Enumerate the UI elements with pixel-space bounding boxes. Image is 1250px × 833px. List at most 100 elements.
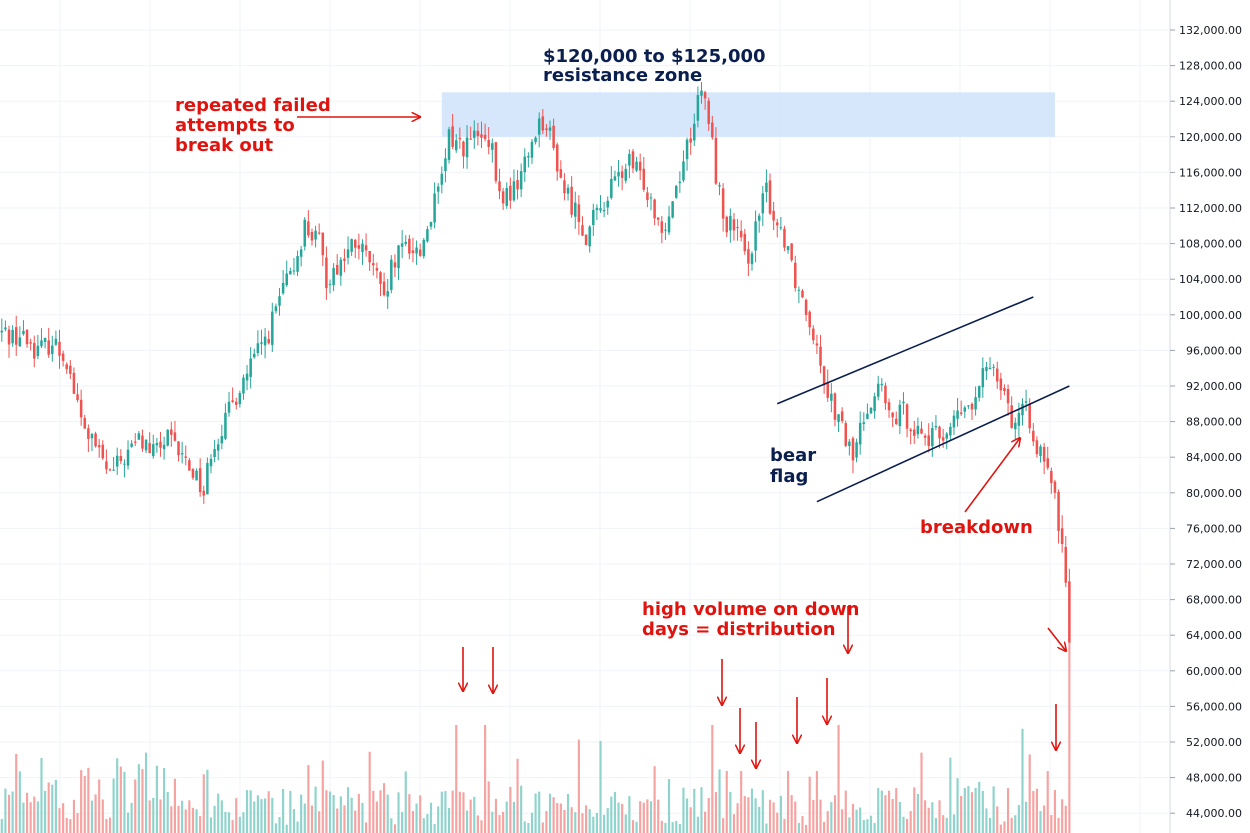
resistance-title: $120,000 to $125,000 [543, 46, 766, 67]
volume-bar [877, 788, 880, 833]
candle-body [40, 340, 43, 347]
candle-body [245, 373, 249, 381]
candle-body [105, 461, 108, 470]
candle-body [584, 234, 588, 245]
candle-body [812, 328, 815, 341]
volume-bar [740, 771, 743, 833]
volume-bar [952, 814, 956, 833]
candle-body [635, 161, 638, 171]
volume-bar [15, 753, 18, 833]
candle-body [314, 230, 317, 240]
volume-bar [1017, 805, 1020, 833]
volume-bar [54, 779, 57, 833]
volume-bar [931, 802, 934, 833]
candle-body [667, 216, 671, 233]
candle-body [83, 417, 87, 429]
candle-body [927, 435, 930, 447]
price-axis: 132,000.00 128,000.00 124,000.00 120,000.00… [1170, 24, 1242, 820]
volume-bar [332, 794, 335, 833]
volume-bar [985, 808, 988, 833]
candle-body [638, 161, 642, 171]
candle-body [310, 232, 314, 241]
volume-bar [786, 771, 790, 833]
volume-bar [274, 823, 277, 833]
candle-body [1042, 446, 1046, 462]
candle-body [54, 338, 58, 345]
volume-bar [354, 810, 357, 833]
candle-body [444, 158, 447, 171]
candle-body [126, 449, 130, 466]
candle-body [274, 306, 278, 312]
volume-bar [209, 817, 213, 833]
candle-body [941, 437, 945, 441]
candle-body [130, 443, 133, 447]
candle-body [285, 273, 288, 286]
candle-body [887, 402, 891, 411]
candle-body [469, 138, 472, 140]
candle-body [880, 383, 884, 386]
candle-body [133, 441, 137, 443]
volume-bar [383, 783, 386, 833]
candle-body [574, 202, 577, 217]
volume-bar [1057, 817, 1060, 833]
candle-body [1003, 388, 1006, 392]
volume-bar [924, 800, 927, 833]
volume-bar [992, 786, 995, 833]
candle-body [267, 339, 270, 344]
candle-body [97, 445, 101, 448]
volume-bar [548, 793, 552, 833]
candle-body [527, 156, 530, 158]
candle-body [628, 153, 631, 166]
candle-body [815, 343, 819, 346]
volume-bar [318, 811, 321, 833]
volume-bar [732, 814, 736, 833]
candle-body [72, 372, 76, 394]
candle-body [33, 343, 36, 359]
volume-bar [282, 788, 285, 833]
volume-bar [336, 808, 339, 833]
candle-body [1035, 440, 1039, 455]
candle-body [570, 186, 573, 215]
volume-bar [62, 803, 65, 833]
tick-label: 60,000.00 [1186, 665, 1242, 678]
volume-bar [69, 819, 72, 833]
volume-bar [159, 799, 162, 833]
volume-bar [823, 821, 826, 833]
volume-bar [956, 778, 959, 833]
candle-body [595, 207, 599, 211]
volume-bar [581, 813, 584, 833]
volume-bar [1014, 815, 1017, 833]
volume-bar [238, 816, 241, 833]
candle-body [411, 250, 415, 254]
candle-body [299, 249, 303, 257]
volume-bar [538, 791, 541, 833]
candle-body [180, 453, 184, 455]
volume-bar [339, 796, 342, 833]
candle-body [718, 184, 721, 187]
candle-body [249, 358, 252, 377]
volume-bar [635, 821, 638, 833]
candle-body [649, 197, 653, 199]
volume-bar [256, 795, 259, 833]
candle-body [660, 221, 664, 233]
candle-body [22, 330, 25, 335]
volume-bar [98, 779, 101, 833]
candle-body [101, 444, 105, 459]
candle-body [271, 311, 274, 345]
volume-bar [523, 821, 526, 833]
candle-body [353, 239, 357, 248]
candle-body [725, 216, 729, 233]
candle-body [577, 204, 581, 222]
candle-body [761, 193, 765, 214]
bear-flag-channel [776, 296, 1070, 503]
tick-label: 104,000.00 [1179, 273, 1242, 286]
candle-body [866, 413, 869, 419]
candle-body [36, 345, 40, 357]
volume-bar [880, 790, 883, 833]
volume-bar [44, 790, 47, 833]
candle-body [350, 239, 353, 252]
candle-body [361, 243, 364, 253]
volume-bar [328, 791, 332, 833]
tick-label: 92,000.00 [1186, 380, 1242, 393]
volume-bar [934, 817, 938, 833]
